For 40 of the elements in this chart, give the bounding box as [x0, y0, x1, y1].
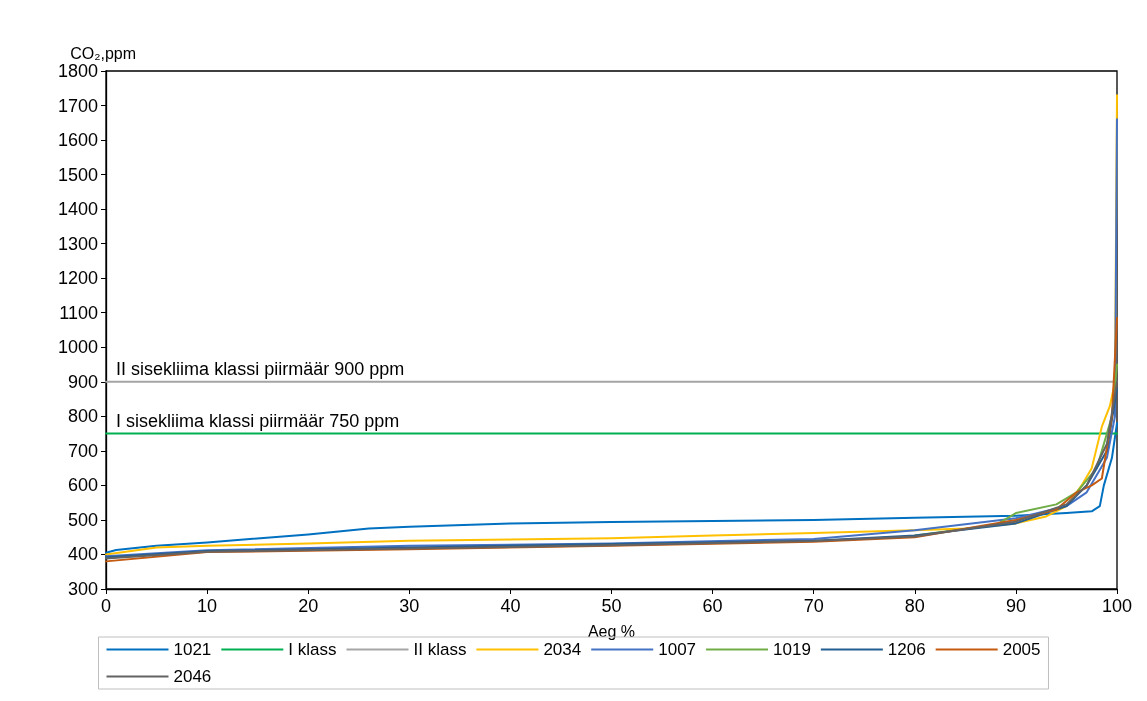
y-tick-label: 900 [67, 371, 98, 392]
x-tick-label: 20 [298, 596, 319, 616]
y-tick-label: 1200 [57, 268, 98, 289]
x-tick-label: 60 [702, 596, 723, 616]
y-tick-label: 1600 [57, 130, 98, 151]
x-tick-label: 0 [100, 596, 112, 616]
legend-label: 1021 [173, 640, 212, 659]
x-axis-title: Aeg % [587, 622, 636, 640]
y-tick-label: 500 [67, 509, 98, 530]
legend-label: 2005 [1002, 640, 1041, 659]
y-tick-label: 1100 [59, 302, 98, 323]
x-tick-label: 80 [904, 596, 925, 616]
y-tick-label: 300 [67, 579, 98, 599]
annotation: II sisekliima klassi piirmäär 900 ppm [116, 358, 405, 379]
legend-label: 1206 [887, 640, 926, 659]
y-tick-label: 1000 [57, 337, 98, 358]
y-tick-label: 800 [67, 406, 98, 427]
legend-label: 1007 [658, 640, 697, 659]
x-tick-label: 90 [1005, 596, 1026, 616]
legend-label: II klass [413, 640, 467, 659]
y-axis-title: CO₂,ppm [70, 44, 136, 62]
legend-label: 1019 [773, 640, 811, 659]
y-tick-label: 1700 [57, 95, 98, 116]
legend-label: I klass [288, 640, 337, 659]
y-tick-label: 1300 [57, 233, 98, 254]
legend-label: 2034 [543, 640, 582, 659]
x-tick-label: 50 [601, 596, 622, 616]
annotation: I sisekliima klassi piirmäär 750 ppm [116, 410, 400, 431]
y-tick-label: 1400 [57, 199, 98, 220]
y-tick-label: 600 [67, 475, 98, 496]
y-tick-label: 700 [67, 440, 98, 461]
x-tick-label: 10 [197, 596, 218, 616]
y-tick-label: 1800 [57, 61, 98, 81]
y-tick-label: 400 [67, 544, 98, 565]
x-tick-label: 40 [500, 596, 521, 616]
x-tick-label: 100 [1101, 596, 1133, 616]
x-tick-label: 30 [399, 596, 420, 616]
legend-label: 2046 [173, 667, 212, 686]
y-tick-label: 1500 [57, 164, 98, 185]
x-tick-label: 70 [803, 596, 824, 616]
